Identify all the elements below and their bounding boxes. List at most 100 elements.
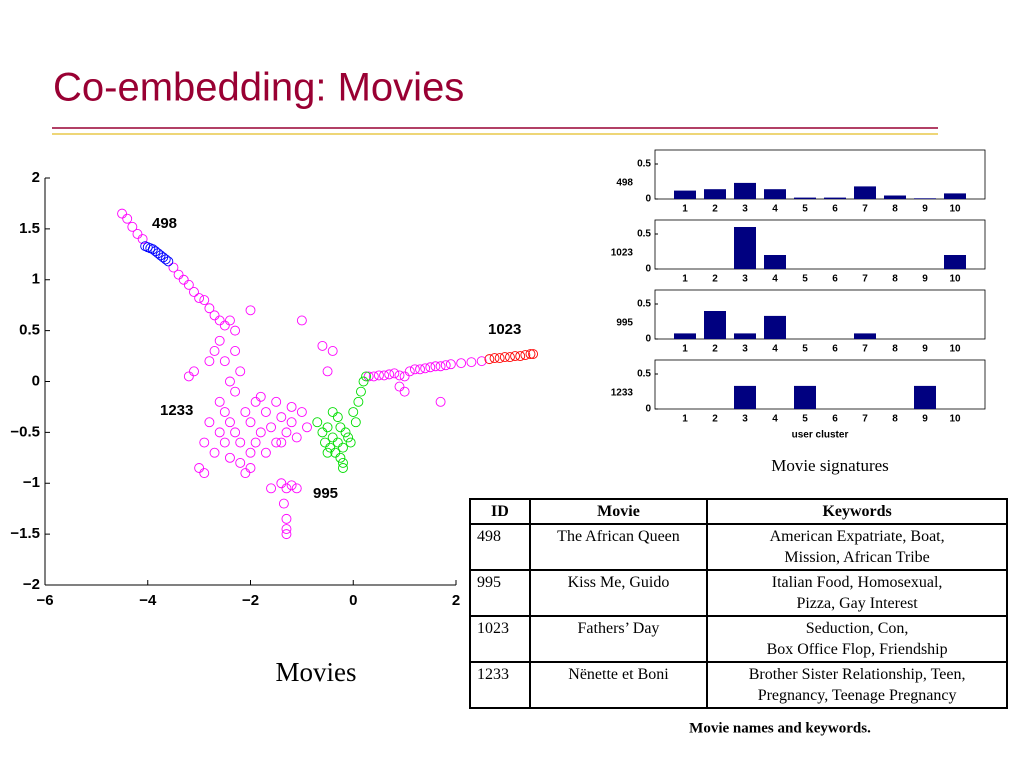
x-axis-label: user cluster: [792, 430, 849, 441]
point: [368, 371, 379, 382]
point: [266, 483, 276, 494]
point: [219, 407, 230, 417]
point: [286, 480, 297, 491]
point: [230, 386, 241, 397]
cell-line: Seduction, Con,: [805, 620, 909, 637]
x-tick-label: 0: [349, 592, 357, 609]
x-tick-label: −6: [36, 592, 53, 609]
table-cell: ID: [469, 499, 531, 525]
point: [384, 369, 395, 380]
cell-line: Mission, African Tribe: [784, 549, 930, 566]
point: [335, 422, 346, 433]
point: [178, 274, 189, 285]
x-tick-label: 9: [922, 344, 928, 355]
table-cell: 995: [469, 570, 531, 617]
bar: [884, 195, 906, 199]
point: [209, 447, 220, 458]
point: [515, 351, 526, 362]
y-tick-label: −1.5: [10, 525, 40, 542]
point: [199, 295, 210, 306]
point: [266, 422, 276, 433]
point: [219, 320, 230, 331]
point: [204, 303, 215, 314]
x-tick-label: 7: [862, 204, 868, 215]
bar: [764, 189, 786, 199]
point: [394, 381, 405, 392]
table-row: 995 Kiss Me, Guido Italian Food, Homosexua…: [469, 570, 1008, 617]
point: [296, 407, 307, 417]
point: [214, 315, 225, 326]
x-tick-label: 9: [922, 414, 928, 425]
cell-line: Box Office Flop, Friendship: [766, 641, 948, 658]
table-cell: Kiss Me, Guido: [528, 570, 709, 617]
x-tick-label: 1: [682, 414, 688, 425]
point: [224, 315, 235, 326]
y-tick-label: −1: [23, 474, 40, 491]
table-row: 1023 Fathers’ Day Seduction, Con, Box Offic…: [469, 616, 1008, 663]
point: [435, 361, 446, 372]
point: [430, 361, 441, 372]
table-cell: Brother Sister Relationship, Teen, Pregna…: [706, 662, 1008, 709]
table-cell: The African Queen: [528, 524, 709, 571]
point: [240, 407, 251, 417]
point: [250, 437, 261, 448]
table-cell: 498: [469, 524, 531, 571]
y-tick-label: 0.5: [637, 299, 651, 310]
annotation: 1233: [160, 402, 193, 419]
table-cell: 1233: [469, 662, 531, 709]
point: [327, 407, 338, 417]
x-tick-label: 2: [452, 592, 460, 609]
point: [173, 269, 184, 280]
point: [335, 452, 346, 463]
point: [214, 396, 225, 407]
table-cell: Nënette et Boni: [528, 662, 709, 709]
point: [209, 310, 220, 321]
point: [122, 213, 133, 224]
point: [317, 340, 328, 351]
point: [322, 447, 333, 458]
point: [320, 437, 330, 448]
x-tick-label: 8: [892, 274, 898, 285]
point: [199, 468, 210, 479]
point: [363, 371, 374, 382]
point: [281, 427, 292, 438]
point: [189, 287, 199, 297]
point: [356, 386, 366, 397]
point: [456, 358, 467, 369]
point: [163, 256, 174, 267]
bar: [674, 190, 696, 199]
table-row: ID Movie Keywords: [469, 499, 1008, 525]
plot-frame: [654, 289, 986, 340]
point: [520, 350, 531, 360]
point: [415, 364, 425, 375]
point: [525, 349, 536, 359]
table-cell: Movie: [528, 499, 709, 525]
point: [489, 353, 500, 364]
y-tick-label: 0.5: [637, 369, 651, 380]
bar: [794, 197, 816, 199]
y-tick-label: 0.5: [637, 159, 651, 170]
x-tick-label: 6: [832, 414, 838, 425]
point: [255, 391, 266, 402]
x-tick-label: 2: [712, 274, 718, 285]
point: [504, 352, 515, 363]
point: [194, 463, 205, 473]
y-tick-label: −2: [23, 576, 40, 593]
point: [399, 371, 410, 382]
x-tick-label: 6: [832, 204, 838, 215]
point: [214, 427, 225, 438]
plot-frame: [654, 219, 986, 270]
point: [194, 293, 205, 304]
point: [183, 371, 194, 382]
cell-line: Italian Food, Homosexual,: [771, 574, 943, 591]
x-tick-label: 5: [802, 414, 808, 425]
point: [245, 447, 256, 458]
point: [291, 432, 302, 443]
point: [230, 427, 241, 438]
point: [484, 354, 495, 365]
point: [189, 366, 199, 377]
point: [420, 363, 431, 374]
point: [240, 468, 251, 479]
x-tick-label: 7: [862, 344, 868, 355]
